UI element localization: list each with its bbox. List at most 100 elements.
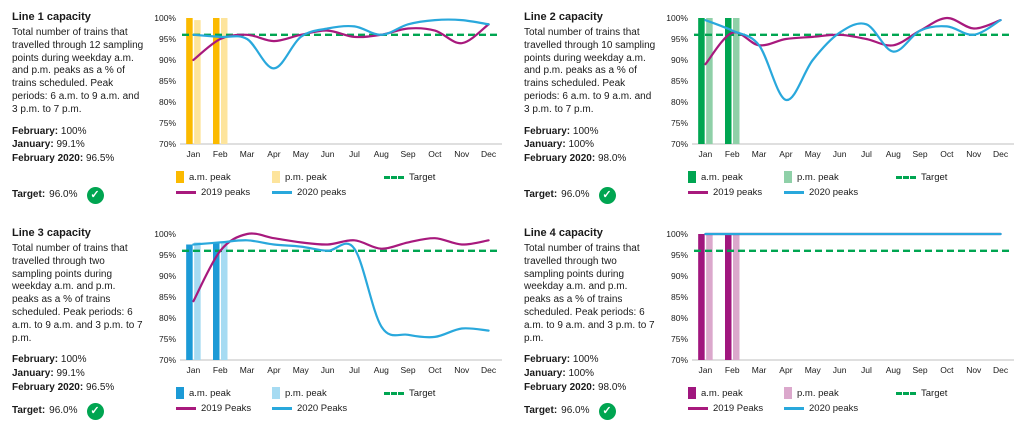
- pm-peak-bar-swatch: [272, 387, 280, 399]
- peaks-2019-line-swatch: [176, 191, 196, 194]
- legend-item-pm-peak: p.m. peak: [784, 387, 896, 399]
- target-dash-swatch: [384, 391, 404, 395]
- stat-year-ago: February 2020: 96.5%: [12, 382, 144, 395]
- svg-text:Aug: Aug: [374, 149, 389, 159]
- stat-year-ago: February 2020: 98.0%: [524, 382, 656, 395]
- stat-label: February 2020:: [12, 382, 84, 394]
- am-peak-bar-swatch: [688, 171, 696, 183]
- pm-peak-bar-swatch: [784, 387, 792, 399]
- svg-text:70%: 70%: [159, 139, 176, 149]
- svg-text:70%: 70%: [671, 139, 688, 149]
- chart-legend: a.m. peak p.m. peak Target 2019 Peaks 20…: [176, 387, 504, 414]
- svg-text:Nov: Nov: [454, 149, 470, 159]
- svg-text:Jun: Jun: [321, 149, 335, 159]
- svg-text:90%: 90%: [671, 55, 688, 65]
- legend-label: a.m. peak: [189, 171, 231, 183]
- svg-text:Mar: Mar: [752, 149, 767, 159]
- legend-label: 2019 Peaks: [201, 403, 252, 414]
- svg-text:Jun: Jun: [833, 149, 847, 159]
- stat-value: 99.1%: [56, 139, 85, 151]
- chart-area: 70% 75% 80% 85% 90% 95% 100% Jan Feb Mar Apr May Jun…: [144, 10, 504, 212]
- stat-label: February 2020:: [524, 382, 596, 394]
- svg-text:85%: 85%: [159, 292, 176, 302]
- peaks-2019-line-swatch: [176, 407, 196, 410]
- target-row: Target: 96.0%: [524, 187, 656, 204]
- svg-text:80%: 80%: [159, 97, 176, 107]
- legend-item-2019-peaks: 2019 Peaks: [176, 403, 272, 414]
- stat-value: 100%: [572, 125, 599, 137]
- stat-value: 100%: [568, 139, 595, 151]
- panel-title: Line 3 capacity: [12, 227, 91, 239]
- legend-label: 2020 peaks: [809, 187, 859, 198]
- stat-current-month: February: 100%: [524, 354, 656, 367]
- svg-text:Jan: Jan: [187, 149, 201, 159]
- legend-label: 2019 peaks: [201, 187, 251, 198]
- svg-text:Nov: Nov: [966, 365, 982, 375]
- svg-text:Feb: Feb: [725, 149, 740, 159]
- svg-text:May: May: [805, 149, 822, 159]
- svg-text:Apr: Apr: [779, 149, 792, 159]
- svg-text:75%: 75%: [671, 118, 688, 128]
- target-row: Target: 96.0%: [524, 403, 656, 420]
- legend-item-target: Target: [896, 172, 1016, 183]
- panel-info: Line 4 capacity Total number of trains t…: [524, 226, 656, 428]
- legend-label: 2020 Peaks: [297, 403, 348, 414]
- panel-description: Total number of trains that travelled th…: [524, 243, 655, 344]
- svg-text:75%: 75%: [671, 334, 688, 344]
- legend-item-target: Target: [384, 172, 504, 183]
- stat-current-month: February: 100%: [12, 354, 144, 367]
- svg-text:Jan: Jan: [699, 149, 713, 159]
- svg-text:Sep: Sep: [401, 365, 416, 375]
- legend-label: a.m. peak: [189, 387, 231, 399]
- stat-label: February:: [12, 125, 59, 137]
- capacity-chart: 70% 75% 80% 85% 90% 95% 100% Jan Feb Mar Apr May Jun…: [666, 13, 1014, 159]
- svg-text:Sep: Sep: [913, 365, 928, 375]
- legend-item-2020-peaks: 2020 peaks: [272, 187, 384, 198]
- target-dash-swatch: [384, 175, 404, 179]
- line-capacity-panel: Line 4 capacity Total number of trains t…: [512, 216, 1024, 432]
- stat-value: 98.0%: [597, 153, 627, 165]
- target-met-check-icon: [598, 403, 616, 420]
- chart-legend: a.m. peak p.m. peak Target 2019 Peaks 20…: [688, 387, 1016, 414]
- legend-item-pm-peak: p.m. peak: [784, 171, 896, 183]
- stat-value: 100%: [572, 354, 599, 366]
- legend-item-am-peak: a.m. peak: [176, 387, 272, 399]
- capacity-chart: 70% 75% 80% 85% 90% 95% 100% Jan Feb Mar Apr May Jun…: [154, 229, 502, 375]
- svg-text:Jun: Jun: [321, 365, 335, 375]
- panel-stats: February: 100% January: 99.1% February 2…: [12, 126, 144, 167]
- stat-year-ago: February 2020: 98.0%: [524, 153, 656, 166]
- legend-item-2020-peaks: 2020 Peaks: [272, 403, 384, 414]
- svg-text:Nov: Nov: [966, 149, 982, 159]
- legend-item-pm-peak: p.m. peak: [272, 171, 384, 183]
- stat-label: January:: [524, 368, 566, 380]
- svg-text:85%: 85%: [671, 292, 688, 302]
- svg-text:95%: 95%: [671, 250, 688, 260]
- stat-label: February 2020:: [12, 153, 84, 165]
- svg-text:Oct: Oct: [940, 149, 954, 159]
- target-label: Target:: [12, 189, 46, 201]
- svg-text:Aug: Aug: [374, 365, 389, 375]
- svg-text:Dec: Dec: [481, 365, 497, 375]
- legend-item-target: Target: [384, 388, 504, 399]
- capacity-chart: 70% 75% 80% 85% 90% 95% 100% Jan Feb Mar Apr May Jun…: [666, 229, 1014, 375]
- peaks-2019-line-swatch: [688, 191, 708, 194]
- legend-label: 2020 peaks: [297, 187, 347, 198]
- legend-item-2019-peaks: 2019 peaks: [688, 187, 784, 198]
- svg-text:Jun: Jun: [833, 365, 847, 375]
- legend-item-2019-peaks: 2019 peaks: [176, 187, 272, 198]
- chart-legend: a.m. peak p.m. peak Target 2019 peaks 20…: [176, 171, 504, 198]
- stat-label: February 2020:: [524, 153, 596, 165]
- target-row: Target: 96.0%: [12, 403, 144, 420]
- line-capacity-panel: Line 2 capacity Total number of trains t…: [512, 0, 1024, 216]
- line-capacity-panel: Line 1 capacity Total number of trains t…: [0, 0, 512, 216]
- svg-text:100%: 100%: [666, 229, 688, 239]
- stat-value: 100%: [60, 125, 87, 137]
- stat-label: February:: [524, 354, 571, 366]
- legend-label: 2019 peaks: [713, 187, 763, 198]
- stat-year-ago: February 2020: 96.5%: [12, 153, 144, 166]
- stat-current-month: February: 100%: [524, 126, 656, 139]
- svg-text:Jan: Jan: [187, 365, 201, 375]
- svg-text:75%: 75%: [159, 118, 176, 128]
- panel-info: Line 2 capacity Total number of trains t…: [524, 10, 656, 212]
- svg-text:70%: 70%: [159, 355, 176, 365]
